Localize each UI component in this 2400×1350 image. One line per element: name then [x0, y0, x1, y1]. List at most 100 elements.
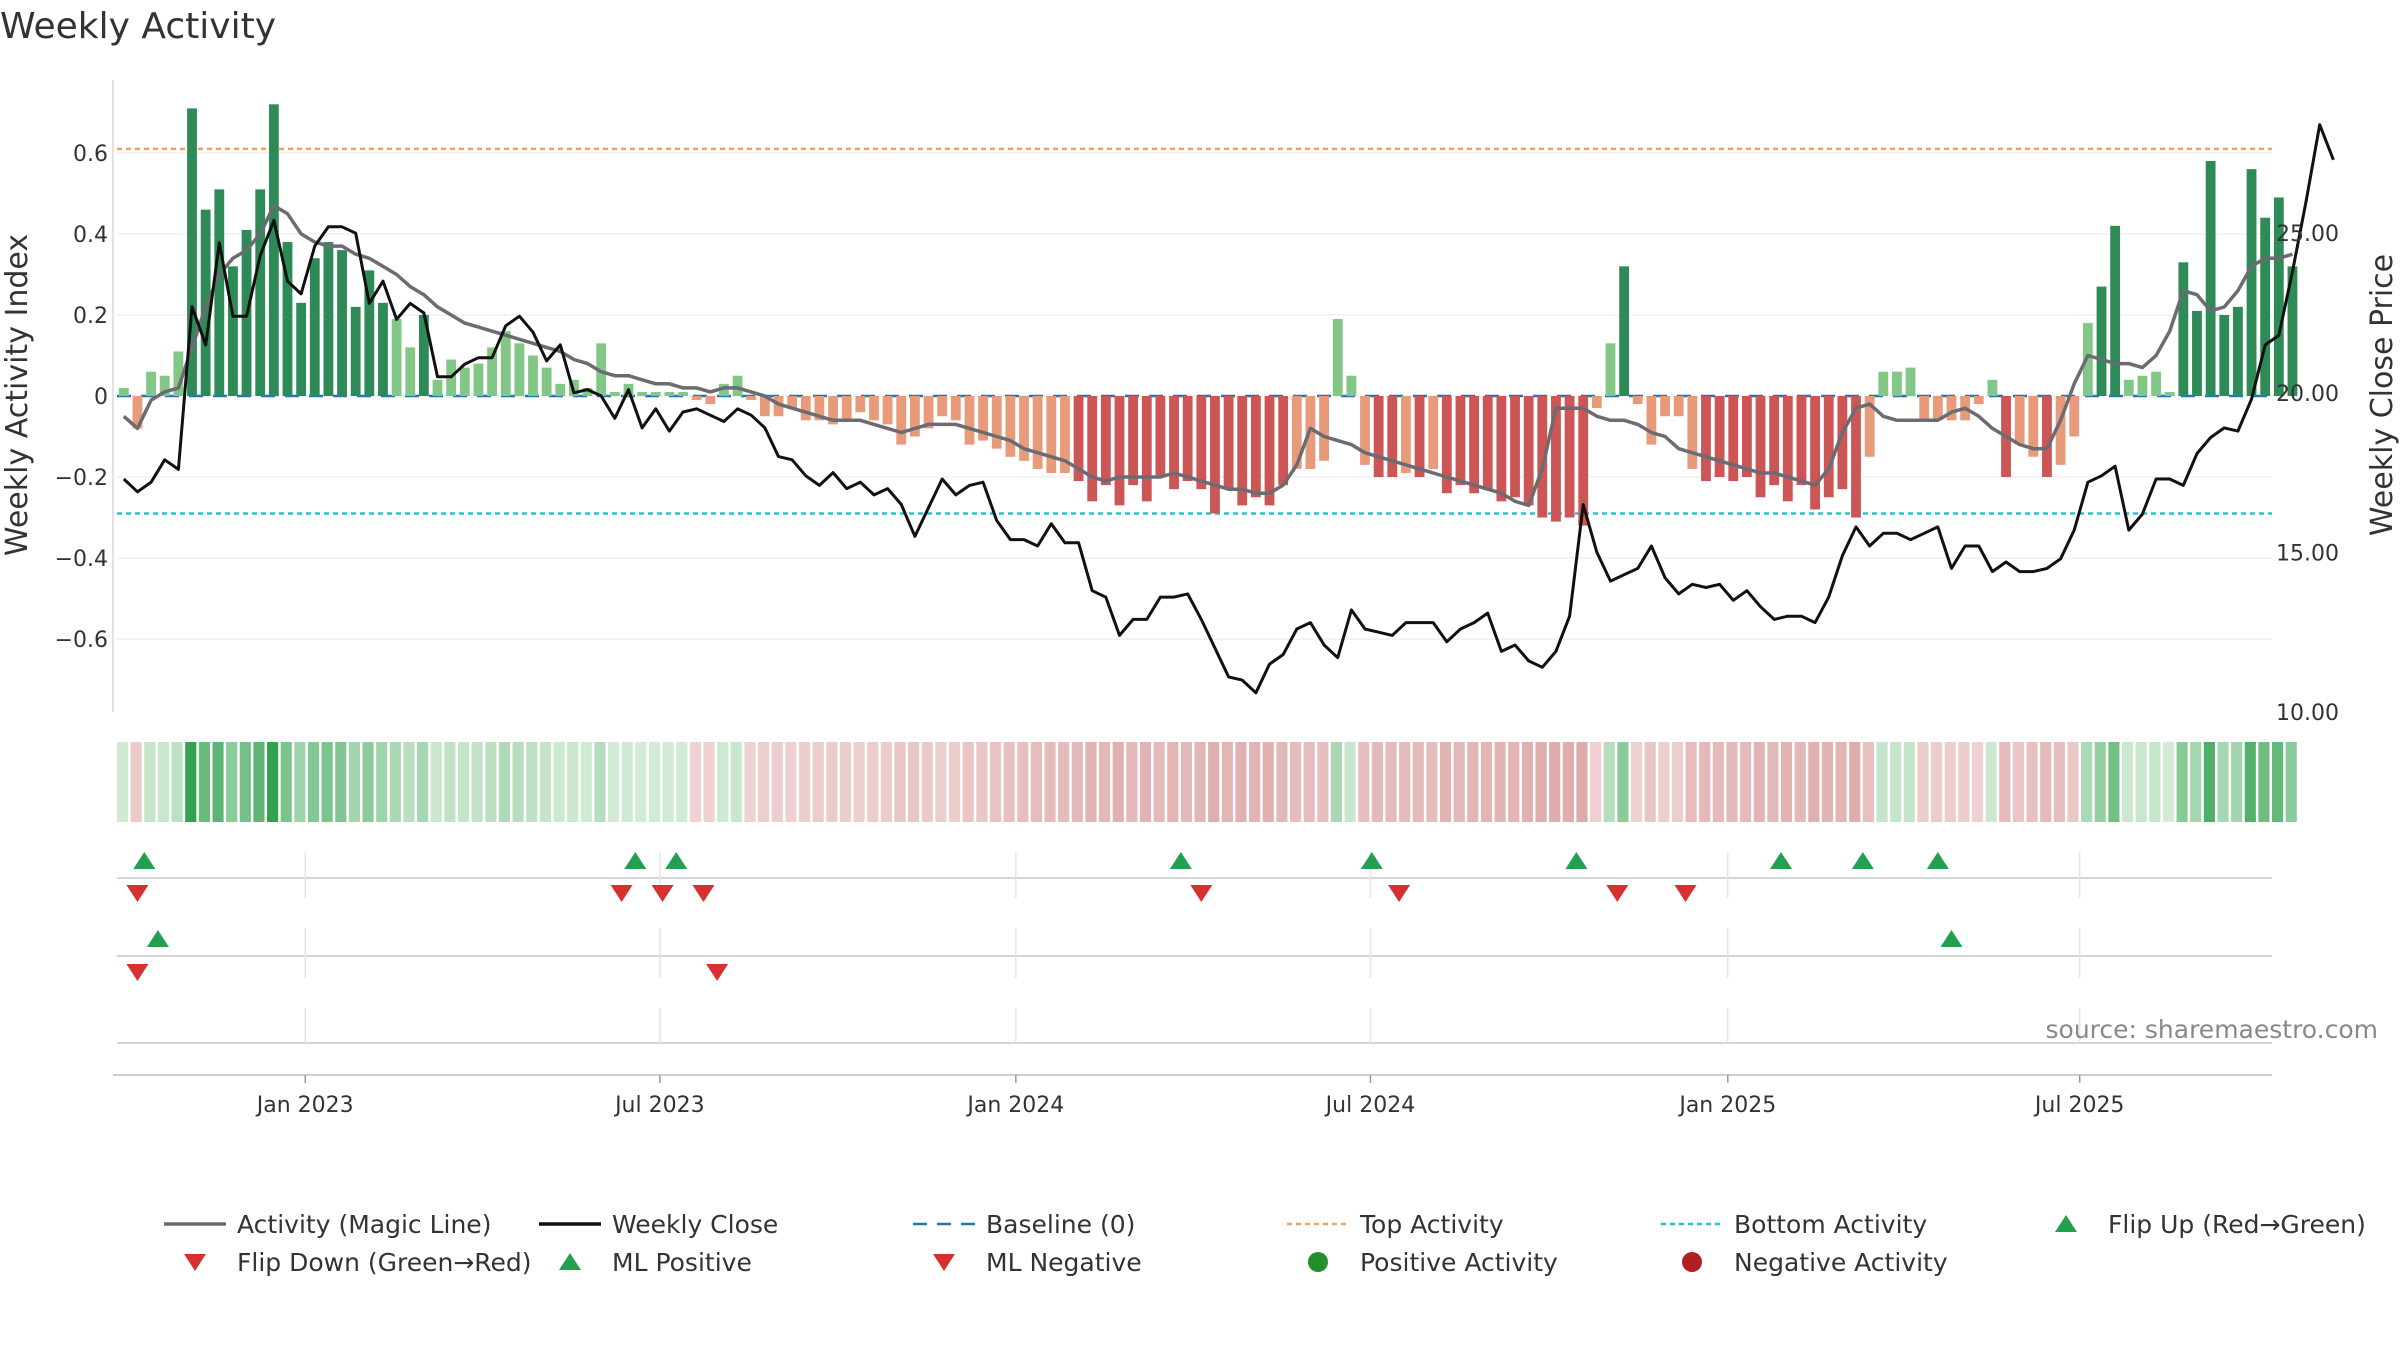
flip-up-marker — [1169, 852, 1192, 869]
activity-bar — [500, 331, 511, 396]
legend-swatch-triangle-down — [184, 1254, 206, 1271]
activity-bar — [146, 371, 157, 396]
activity-bar — [1114, 396, 1125, 506]
flip-up-marker — [1360, 852, 1383, 869]
legend-item: Positive Activity — [1308, 1248, 1558, 1277]
heat-strip-cell — [1358, 742, 1370, 822]
y-right-tick-label: 15.00 — [2276, 541, 2339, 566]
activity-bar — [1019, 396, 1029, 461]
heat-strip-cell — [1235, 742, 1247, 822]
activity-bar — [841, 396, 852, 421]
weekly-close-series — [122, 123, 2335, 695]
heat-strip-cell — [403, 742, 415, 822]
heat-strip-cell — [1521, 742, 1533, 822]
y-left-tick-label: 0.2 — [73, 304, 108, 329]
heat-strip-cell — [1180, 742, 1192, 822]
activity-bar — [1319, 396, 1329, 461]
legend-item: ML Positive — [559, 1248, 752, 1277]
activity-bar — [2246, 169, 2257, 396]
source-credit: source: sharemaestro.com — [2046, 1015, 2379, 1044]
activity-bar — [1346, 375, 1357, 396]
heat-strip-cell — [2026, 742, 2038, 822]
heat-strip-cell — [1440, 742, 1452, 822]
legend-item: Top Activity — [1287, 1210, 1504, 1239]
activity-bar — [487, 347, 497, 396]
activity-bar — [1564, 396, 1575, 518]
flip-down-marker — [692, 885, 715, 902]
flip-down-marker — [1606, 885, 1629, 902]
activity-bar — [637, 391, 648, 396]
legend-label: ML Positive — [612, 1248, 752, 1277]
heat-strip-cell — [1453, 742, 1465, 822]
heat-strip-cell — [1890, 742, 1902, 822]
activity-bar — [378, 302, 388, 396]
heat-strip-cell — [539, 742, 551, 822]
activity-bar — [2287, 266, 2298, 396]
heat-strip-cell — [1821, 742, 1834, 822]
y-left-tick-label: 0 — [94, 385, 108, 410]
activity-bar — [1987, 379, 1998, 396]
heat-strip-cell — [2190, 742, 2202, 822]
activity-bar — [1482, 396, 1493, 490]
heat-strip-cell — [1194, 742, 1206, 822]
activity-bar — [1087, 396, 1098, 502]
heat-strip-cell — [1999, 742, 2011, 822]
activity-bar — [691, 396, 702, 401]
activity-bar — [896, 396, 907, 445]
heat-strip-cell — [2162, 742, 2175, 822]
x-axis: Jan 2023 Jul 2023 Jan 2024 Jul 2024 Jan 2025… — [113, 1074, 2272, 1118]
activity-bar — [2069, 396, 2080, 437]
y-axis-right-label: Weekly Close Price — [2365, 254, 2400, 536]
heat-strip-cell — [185, 742, 197, 822]
heat-strip-cell — [1630, 742, 1643, 822]
activity-bar — [1864, 396, 1875, 457]
activity-bar — [1046, 396, 1057, 473]
activity-bar — [1496, 396, 1507, 502]
activity-bar — [2164, 391, 2175, 396]
heat-strip-cell — [526, 742, 538, 822]
heat-strip-cell — [2203, 742, 2215, 822]
x-tick-label: Jul 2023 — [613, 1093, 705, 1118]
activity-bar — [1523, 396, 1534, 506]
activity-bar — [1414, 396, 1425, 478]
activity-bar — [1673, 396, 1684, 417]
heat-strip-cell — [785, 742, 797, 822]
activity-bar — [1100, 396, 1111, 486]
activity-bar — [1646, 396, 1657, 445]
x-tick-label: Jan 2024 — [965, 1093, 1064, 1118]
activity-bar — [1687, 396, 1698, 469]
ml-negative-marker — [706, 964, 729, 981]
activity-bar — [1632, 396, 1643, 405]
legend-item: Negative Activity — [1682, 1248, 1948, 1277]
heat-strip-cell — [239, 742, 251, 822]
activity-bar — [1919, 396, 1930, 421]
heat-strip-cell — [1099, 742, 1111, 822]
activity-bar — [1537, 396, 1548, 518]
activity-bar — [1701, 396, 1711, 482]
activity-bar — [1510, 396, 1520, 498]
activity-bar — [1237, 396, 1248, 506]
heat-strip-cell — [1535, 742, 1547, 822]
activity-bar — [350, 306, 361, 396]
activity-bar — [1264, 396, 1275, 506]
activity-bar — [678, 391, 688, 396]
ml-positive-marker — [1940, 930, 1963, 947]
activity-bar — [1073, 396, 1084, 482]
heat-strip-cell — [894, 742, 906, 822]
heat-strip-cell — [430, 742, 442, 822]
activity-bar — [323, 242, 334, 396]
heat-strip-cell — [594, 742, 606, 822]
heat-strip-cell — [1030, 742, 1042, 822]
y-right-tick-label: 25.00 — [2276, 222, 2339, 247]
heat-strip-cell — [1808, 742, 1820, 822]
activity-bar — [1387, 396, 1398, 478]
activity-bar — [1728, 396, 1739, 482]
activity-bar — [1741, 396, 1752, 478]
heat-strip-cell — [417, 742, 429, 822]
activity-bar — [1332, 319, 1343, 396]
activity-bar — [173, 351, 184, 396]
heat-strip-cell — [1876, 742, 1888, 822]
activity-bar — [159, 375, 170, 396]
heat-strip-cell — [267, 742, 279, 822]
activity-bar — [2028, 396, 2039, 457]
